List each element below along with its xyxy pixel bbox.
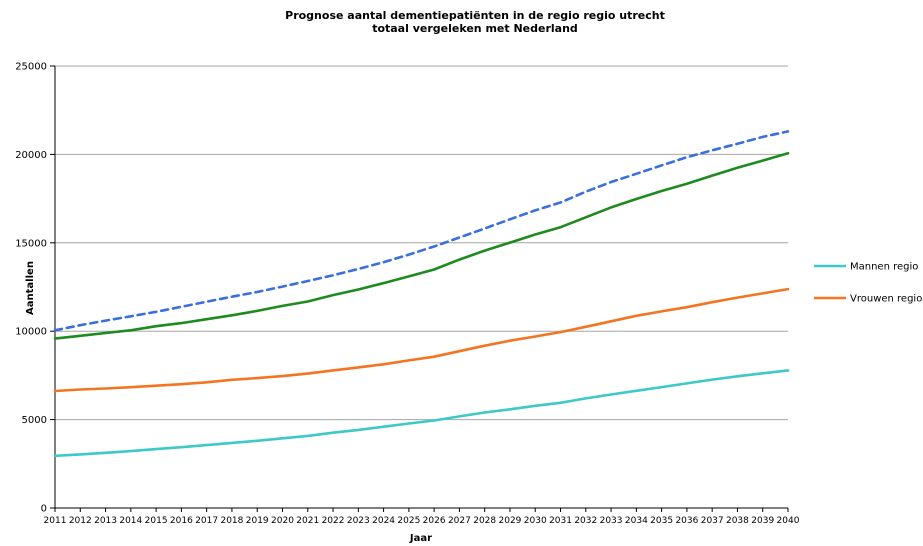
x-tick-label: 2032 [574,516,597,526]
legend-label: Mannen regio [850,262,918,273]
x-tick-label: 2037 [701,516,724,526]
x-tick-label: 2038 [726,516,749,526]
y-tick-label: 5000 [22,415,47,426]
x-tick-label: 2019 [246,516,269,526]
series-line-3 [53,151,790,340]
x-tick-label: 2040 [777,516,800,526]
gridlines [55,65,788,421]
x-tick-label: 2018 [220,516,243,526]
x-tick-label: 2028 [473,516,496,526]
y-tick-label: 20000 [15,150,47,161]
x-tick-label: 2017 [195,516,218,526]
series-line-1 [53,369,790,458]
x-tick-label: 2012 [69,516,92,526]
x-tick-label: 2022 [322,516,345,526]
x-tick-label: 2025 [397,516,420,526]
x-tick-label: 2023 [347,516,370,526]
x-tick-label: 2030 [524,516,547,526]
x-tick-label: 2036 [675,516,698,526]
x-tick-label: 2034 [625,516,648,526]
legend: Mannen regio Vrouwen regio [814,262,922,305]
x-tick-label: 2033 [600,516,623,526]
chart-title-line1: Prognose aantal dementiepatiënten in de … [285,9,665,22]
y-tick-label: 25000 [15,62,47,73]
x-tick-label: 2016 [170,516,193,526]
x-tick-label: 2035 [650,516,673,526]
series-lines [53,130,790,458]
x-tick-label: 2015 [145,516,168,526]
x-tick-label: 2026 [423,516,446,526]
y-tick-label: 15000 [15,238,47,249]
x-tick-label: 2027 [448,516,471,526]
x-tick-label: 2024 [372,516,395,526]
x-axis-title: Jaar [409,533,432,544]
series-line-4 [53,130,790,332]
x-tick-label: 2013 [94,516,117,526]
y-axis-title: Aantallen [25,261,36,315]
legend-label: Vrouwen regio [850,294,922,305]
x-tick-label: 2039 [751,516,774,526]
x-tick-label: 2021 [296,516,319,526]
y-tick-label: 10000 [15,327,47,338]
x-tick-label: 2031 [549,516,572,526]
chart-title-line2: totaal vergeleken met Nederland [372,22,578,35]
axes [50,65,789,512]
x-tick-label: 2020 [271,516,294,526]
y-tick-label: 0 [41,504,47,515]
x-tick-label: 2014 [119,516,142,526]
x-tick-label: 2011 [44,516,67,526]
series-line-2 [53,287,790,393]
x-tick-label: 2029 [499,516,522,526]
